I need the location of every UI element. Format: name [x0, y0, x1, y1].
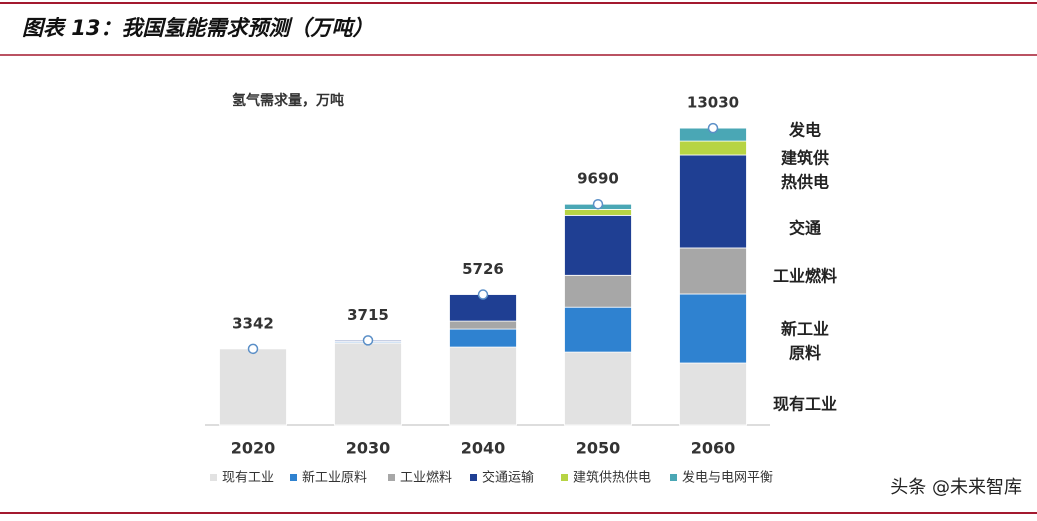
- stack-annotation: 交通: [789, 219, 821, 238]
- page-title: 图表 13：我国氢能需求预测（万吨）: [22, 16, 374, 40]
- bar-segment: [565, 215, 632, 275]
- legend-swatch: [388, 474, 395, 481]
- x-tick-label: 2030: [346, 439, 391, 458]
- stack-annotation: 建筑供: [781, 149, 829, 168]
- legend-label: 新工业原料: [302, 470, 367, 486]
- legend-swatch: [670, 474, 677, 481]
- x-tick-label: 2040: [461, 439, 506, 458]
- bar-segment: [450, 329, 517, 347]
- chart-subtitle: 氢气需求量，万吨: [232, 92, 344, 109]
- bar-segment: [565, 307, 632, 352]
- bar-segment: [680, 248, 747, 294]
- total-label: 9690: [577, 170, 619, 188]
- total-label: 3342: [232, 314, 274, 332]
- total-marker: [709, 124, 718, 133]
- bar-segment: [680, 294, 747, 363]
- total-label: 5726: [462, 260, 504, 278]
- legend-swatch: [561, 474, 568, 481]
- bar-segment: [335, 343, 402, 425]
- x-tick-label: 2020: [231, 439, 276, 458]
- bar-segment: [680, 155, 747, 248]
- stack-annotation: 现有工业: [773, 395, 837, 414]
- total-marker: [364, 336, 373, 345]
- watermark: 头条 @未来智库: [890, 477, 1022, 498]
- stack-annotation: 热供电: [781, 173, 829, 192]
- stack-annotation: 工业燃料: [773, 267, 837, 286]
- bar-segment: [680, 141, 747, 155]
- legend-label: 现有工业: [222, 471, 274, 486]
- legend-label: 发电与电网平衡: [682, 470, 773, 486]
- bar-segment: [565, 209, 632, 215]
- legend-label: 建筑供热供电: [573, 470, 651, 486]
- total-marker: [479, 290, 488, 299]
- stack-annotation: 发电: [788, 121, 821, 140]
- x-tick-label: 2050: [576, 439, 621, 458]
- legend-swatch: [470, 474, 477, 481]
- legend-swatch: [210, 474, 217, 481]
- total-label: 13030: [687, 94, 739, 112]
- total-label: 3715: [347, 306, 389, 324]
- bar-segment: [450, 347, 517, 425]
- legend-swatch: [290, 474, 297, 481]
- legend-label: 交通运输: [482, 470, 534, 486]
- bar-segment: [565, 352, 632, 425]
- legend-label: 工业燃料: [400, 470, 452, 486]
- total-marker: [594, 200, 603, 209]
- bar-segment: [680, 363, 747, 425]
- bar-segment: [565, 275, 632, 307]
- stack-annotation: 原料: [789, 344, 821, 363]
- x-tick-label: 2060: [691, 439, 736, 458]
- stack-annotation: 新工业: [781, 320, 829, 339]
- total-marker: [249, 344, 258, 353]
- bar-segment: [450, 321, 517, 329]
- bar-segment: [220, 349, 287, 425]
